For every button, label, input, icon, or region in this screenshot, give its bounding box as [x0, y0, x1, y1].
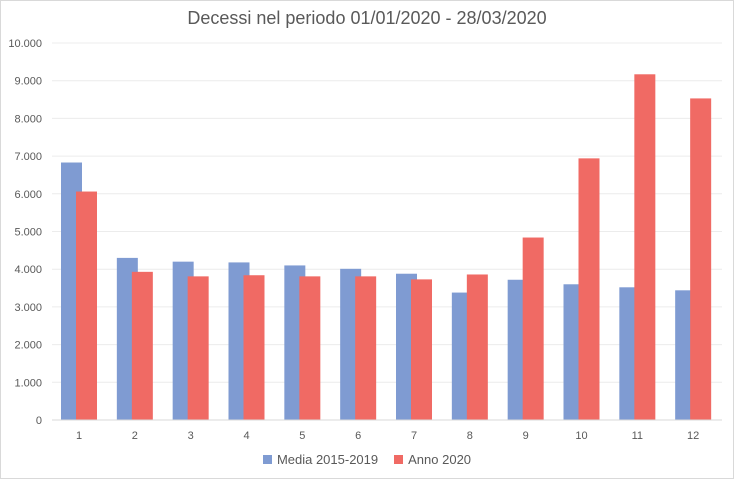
y-tick-label: 7.000	[14, 151, 42, 163]
bar-anno-2020	[690, 98, 712, 420]
x-tick-label: 7	[411, 430, 417, 442]
x-tick-label: 12	[687, 430, 699, 442]
y-tick-label: 6.000	[14, 189, 42, 201]
bar-anno-2020	[243, 275, 265, 420]
y-tick-label: 5.000	[14, 227, 42, 239]
bar-anno-2020	[578, 158, 600, 420]
legend-label-2020: Anno 2020	[408, 452, 472, 467]
legend-item-media: Media 2015-2019	[262, 452, 379, 467]
bar-anno-2020	[411, 279, 432, 420]
x-tick-label: 3	[188, 430, 194, 442]
bar-anno-2020	[355, 276, 377, 420]
x-tick-label: 11	[632, 430, 643, 442]
y-tick-label: 8.000	[14, 113, 42, 125]
chart-title: Decessi nel periodo 01/01/2020 - 28/03/2…	[187, 8, 547, 28]
y-tick-label: 3.000	[14, 302, 42, 314]
x-tick-label: 9	[523, 430, 529, 442]
bar-anno-2020	[131, 271, 153, 420]
bar-anno-2020	[634, 74, 656, 420]
bar-anno-2020	[76, 191, 97, 420]
x-tick-label: 5	[299, 430, 305, 442]
y-tick-label: 0	[36, 415, 42, 427]
x-tick-label: 10	[575, 430, 587, 442]
x-tick-label: 6	[355, 430, 361, 442]
bar-anno-2020	[187, 276, 209, 420]
y-tick-label: 4.000	[14, 264, 42, 276]
x-tick-label: 1	[76, 430, 82, 442]
x-tick-label: 2	[132, 430, 138, 442]
y-tick-label: 1.000	[14, 377, 42, 389]
legend-item-2020: Anno 2020	[394, 452, 471, 467]
x-tick-label: 8	[467, 430, 473, 442]
bar-anno-2020	[522, 237, 544, 420]
y-tick-label: 10.000	[8, 38, 42, 50]
y-tick-label: 9.000	[14, 76, 42, 88]
bar-anno-2020	[466, 274, 488, 420]
legend-swatch-media	[262, 455, 272, 464]
legend-label-media: Media 2015-2019	[276, 452, 379, 467]
bar-anno-2020	[299, 276, 321, 420]
legend: Media 2015-2019 Anno 2020	[0, 452, 734, 467]
y-tick-label: 2.000	[14, 340, 42, 352]
x-tick-label: 4	[243, 430, 249, 442]
legend-swatch-2020	[394, 455, 404, 464]
